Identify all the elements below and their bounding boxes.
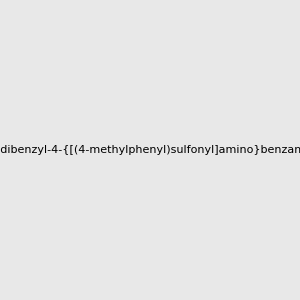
Text: N,N-dibenzyl-4-{[(4-methylphenyl)sulfonyl]amino}benzamide: N,N-dibenzyl-4-{[(4-methylphenyl)sulfony… xyxy=(0,145,300,155)
